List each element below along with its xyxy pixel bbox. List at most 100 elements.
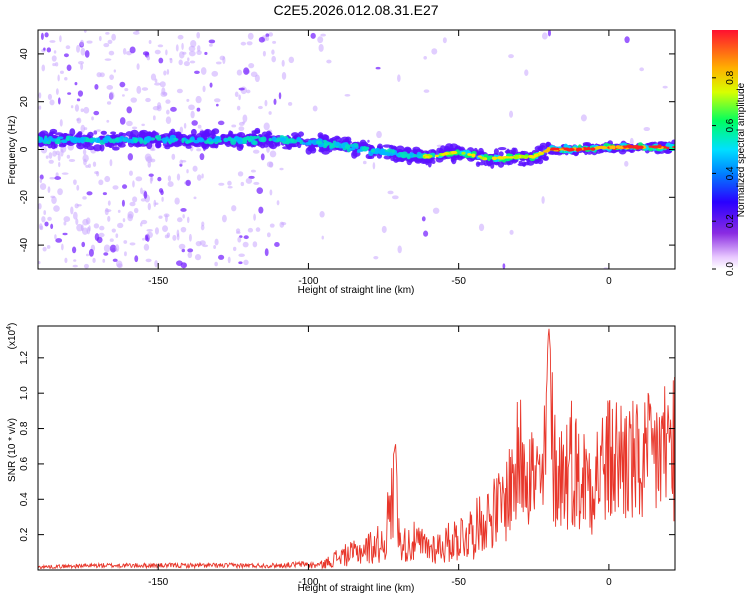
spectrogram-speckle [39, 178, 43, 184]
spectrogram-band-cell [76, 132, 83, 139]
spectrogram-speckle [281, 71, 287, 80]
snr-xtick-label: -150 [148, 577, 168, 588]
spectrogram-speckle [134, 255, 139, 263]
spectrogram-speckle [113, 69, 117, 73]
spectrogram-speckle [271, 55, 276, 63]
spectrogram-speckle [70, 206, 74, 215]
svg-text:(x104): (x104) [6, 323, 18, 350]
spectrogram-speckle [157, 176, 162, 182]
spectrogram-speckle [231, 124, 237, 128]
spectrogram-speckle [94, 83, 99, 90]
spectrogram-ytick-label: 40 [19, 48, 30, 60]
spectrogram-speckle [44, 221, 49, 227]
spectrogram-speckle [167, 181, 174, 188]
spectrogram-speckle [73, 259, 77, 262]
spectrogram-speckle [102, 192, 107, 196]
spectrogram-speckle [423, 89, 430, 93]
spectrogram-band-cell [72, 136, 77, 140]
spectrogram-speckle [93, 110, 100, 116]
spectrogram-speckle [107, 39, 113, 44]
spectrogram-speckle [159, 81, 166, 88]
spectrogram-speckle [238, 261, 243, 265]
spectrogram-speckle [106, 101, 112, 105]
spectrogram-band-cell [132, 142, 139, 147]
spectrogram-speckle [73, 211, 78, 220]
spectrogram-band-cell [363, 146, 367, 152]
spectrogram-speckle [96, 72, 102, 78]
spectrogram-speckle [227, 256, 231, 264]
spectrogram-band-cell [326, 141, 332, 145]
spectrogram-band-cell [212, 138, 219, 143]
spectrogram-speckle [59, 35, 62, 43]
spectrogram-speckle [217, 120, 225, 126]
spectrogram-speckle [547, 30, 551, 37]
spectrogram-speckle [287, 101, 293, 106]
spectrogram-speckle [381, 225, 387, 234]
spectrogram-band-cell [251, 135, 258, 140]
spectrogram-speckle [154, 227, 159, 235]
spectrogram-speckle [215, 103, 219, 107]
spectrogram-speckle [57, 97, 61, 105]
spectrogram-speckle [126, 120, 133, 127]
spectrogram-speckle [141, 123, 145, 127]
spectrogram-speckle [240, 181, 245, 187]
spectrogram-band-cell [227, 136, 232, 142]
spectrogram-band-cell [196, 137, 204, 142]
spectrogram-speckle [373, 255, 379, 260]
spectrogram-speckle [255, 227, 261, 232]
snr-ytick-label: 0.2 [19, 527, 30, 541]
spectrogram-band-cell [450, 154, 460, 161]
colorbar-tick-label: 0.2 [725, 214, 736, 228]
spectrogram-band-cell [252, 140, 258, 146]
snr-ytick-label: 0.6 [19, 457, 30, 471]
spectrogram-core-cell [477, 155, 482, 158]
spectrogram-speckle [176, 173, 181, 181]
snr-ytick-label: 0.8 [19, 421, 30, 435]
spectrogram-band-cell [236, 131, 246, 139]
spectrogram-speckle [247, 32, 254, 40]
spectrogram-speckle [55, 172, 59, 178]
spectrogram-band-cell [103, 138, 109, 144]
spectrogram-speckle [46, 245, 51, 249]
spectrogram-speckle [99, 225, 105, 231]
spectrogram-speckle [71, 246, 77, 254]
spectrogram-speckle [236, 105, 241, 111]
snr-ylabel: SNR (10 * v/v) [7, 418, 18, 482]
spectrogram-speckle [88, 163, 91, 168]
snr-ytick-label: 0.4 [19, 492, 30, 506]
spectrogram-speckle [129, 201, 136, 207]
spectrogram-speckle [131, 126, 138, 130]
spectrogram-band-cell [340, 136, 350, 143]
spectrogram-speckle [167, 175, 172, 182]
spectrogram-band-cell [391, 149, 395, 154]
spectrogram-band-cell [395, 153, 401, 157]
spectrogram-speckle [157, 44, 164, 48]
spectrogram-speckle [187, 248, 194, 253]
spectrogram-speckle [643, 126, 651, 132]
spectrogram-speckle [154, 202, 159, 205]
spectrogram-speckle [208, 39, 216, 44]
spectrogram-speckle [59, 119, 63, 127]
spectrogram-speckle [165, 116, 172, 124]
spectrogram-speckle [135, 176, 143, 182]
spectrogram-speckle [252, 241, 258, 248]
spectrogram-speckle [62, 232, 68, 236]
spectrogram-core-cell [665, 146, 670, 150]
spectrogram-speckle [86, 191, 93, 196]
spectrogram-speckle [136, 63, 140, 70]
spectrogram-speckle [178, 59, 183, 66]
spectrogram-speckle [253, 213, 256, 221]
spectrogram-band-cell [87, 138, 94, 143]
spectrogram-speckle [236, 69, 243, 76]
spectrogram-speckle [242, 114, 248, 123]
spectrogram-band-cell [210, 129, 216, 137]
spectrogram-band-cell [146, 141, 153, 150]
spectrogram-core-cell [619, 146, 624, 149]
spectrogram-speckle [321, 235, 324, 240]
spectrogram-speckle [82, 149, 87, 156]
spectrogram-speckle [41, 216, 46, 223]
spectrogram-speckle [74, 203, 79, 209]
spectrogram-speckle [258, 206, 264, 214]
spectrogram-speckle [82, 196, 87, 200]
spectrogram-speckle [362, 160, 367, 165]
